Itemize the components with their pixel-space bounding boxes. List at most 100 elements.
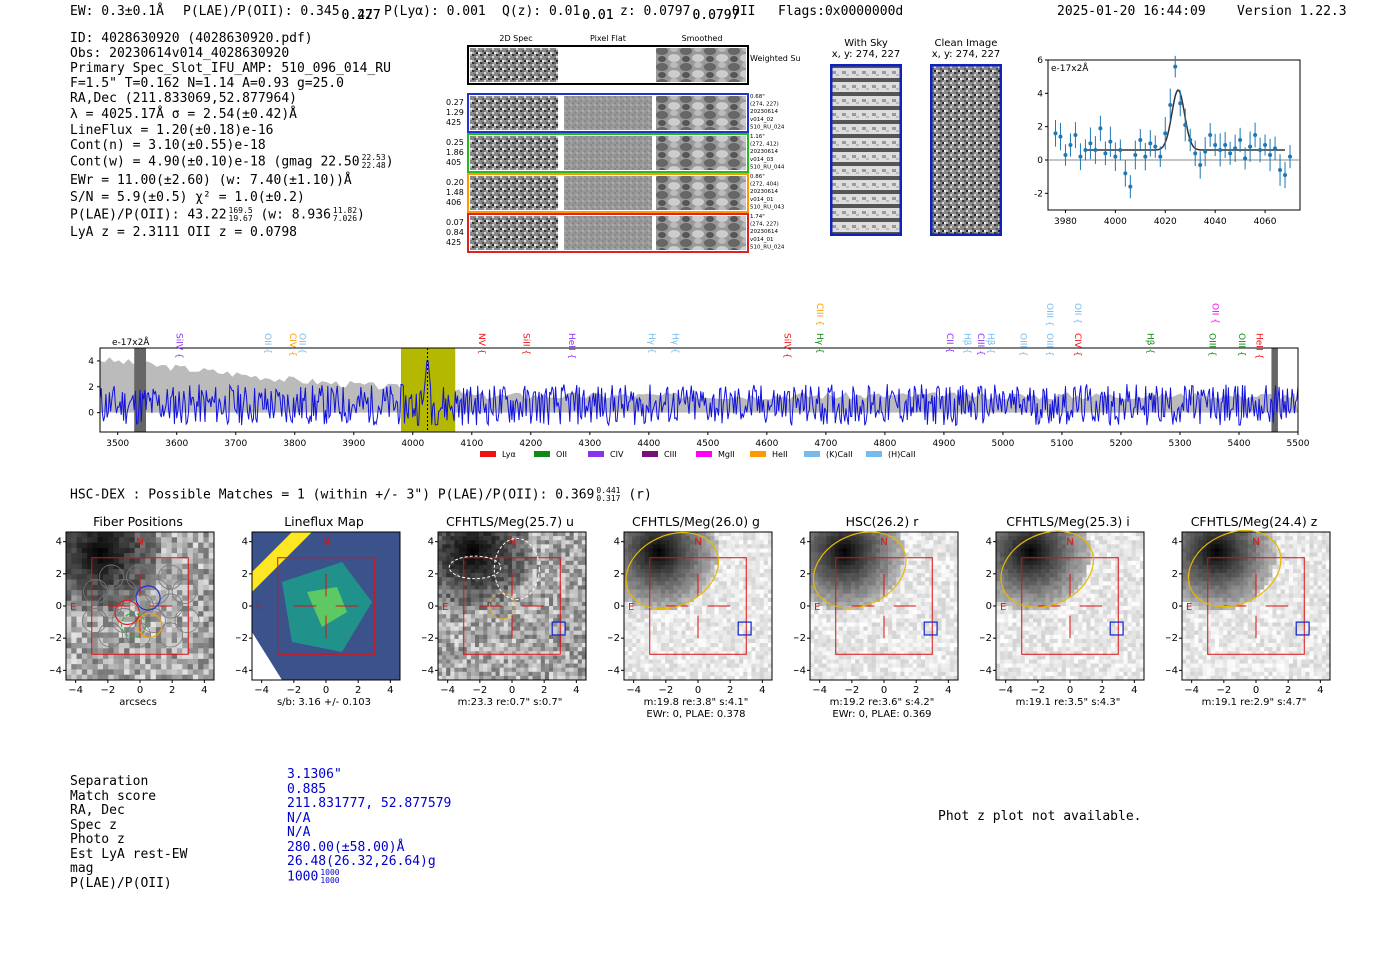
image-pixel (438, 536, 443, 541)
image-pixel (565, 589, 570, 594)
zoom-data-point (1183, 123, 1188, 127)
image-pixel (933, 655, 938, 660)
image-pixel (483, 671, 488, 677)
image-pixel (628, 651, 633, 656)
image-pixel (636, 536, 641, 541)
match-box (551, 621, 566, 636)
image-pixel (499, 581, 505, 586)
image-pixel (145, 611, 151, 617)
image-pixel (192, 658, 199, 665)
image-pixel (867, 540, 872, 545)
image-pixel (479, 634, 484, 640)
image-pixel (118, 643, 125, 649)
image-pixel (884, 651, 889, 656)
image-pixel (751, 606, 756, 611)
image-pixel (524, 663, 529, 668)
east-label: E (256, 602, 262, 613)
image-pixel (714, 556, 719, 562)
image-pixel (561, 573, 566, 578)
image-pixel (925, 606, 930, 611)
image-pixel (475, 564, 480, 570)
image-pixel (150, 542, 157, 549)
image-pixel (661, 532, 666, 537)
panel-xtick-label: 0 (509, 685, 515, 696)
image-pixel (466, 675, 472, 681)
image-pixel (937, 556, 942, 562)
spectrum-line-label: CII { (944, 333, 954, 353)
image-pixel (442, 675, 447, 681)
image-pixel (722, 560, 728, 566)
image-pixel (739, 573, 744, 578)
image-pixel (851, 667, 856, 673)
image-pixel (479, 630, 484, 636)
image-pixel (71, 590, 77, 596)
image-pixel (871, 610, 877, 615)
image-pixel (203, 627, 210, 633)
image-pixel (208, 632, 215, 639)
image-pixel (577, 540, 583, 545)
image-pixel (569, 634, 574, 640)
image-pixel (140, 542, 146, 549)
image-pixel (681, 606, 686, 611)
image-pixel (71, 658, 77, 665)
image-pixel (66, 621, 72, 628)
image-pixel (929, 573, 934, 578)
image-pixel (557, 540, 562, 545)
image-pixel (859, 532, 864, 537)
image-pixel (706, 671, 711, 677)
image-pixel (140, 537, 146, 543)
image-pixel (739, 544, 744, 549)
image-pixel (644, 573, 649, 578)
image-pixel (155, 584, 162, 591)
image-pixel (693, 626, 699, 631)
image-pixel (714, 610, 719, 615)
image-pixel (462, 614, 468, 619)
image-pixel (640, 618, 645, 623)
image-pixel (573, 593, 579, 599)
image-pixel (540, 589, 546, 594)
image-pixel (113, 616, 120, 623)
image-pixel (124, 616, 130, 623)
image-pixel (838, 606, 844, 611)
image-pixel (743, 638, 748, 644)
image-pixel (855, 655, 860, 660)
cutout-pixelflat (564, 96, 652, 130)
image-pixel (479, 667, 484, 673)
image-pixel (912, 663, 918, 668)
image-pixel (155, 621, 162, 628)
image-pixel (673, 626, 678, 631)
image-pixel (208, 579, 215, 586)
image-pixel (640, 601, 645, 607)
image-pixel (124, 595, 130, 602)
image-pixel (516, 663, 521, 668)
image-pixel (495, 552, 500, 557)
image-pixel (665, 597, 670, 603)
image-pixel (507, 626, 513, 631)
image-pixel (867, 659, 872, 664)
image-pixel (450, 560, 455, 566)
image-pixel (681, 655, 686, 660)
image-pixel (693, 655, 699, 660)
image-pixel (624, 564, 629, 570)
image-pixel (475, 556, 480, 562)
image-pixel (581, 585, 587, 590)
image-pixel (693, 540, 699, 545)
image-pixel (937, 540, 942, 545)
image-pixel (140, 558, 146, 565)
image-pixel (573, 577, 579, 582)
image-pixel (822, 544, 827, 549)
image-pixel (577, 536, 583, 541)
image-pixel (454, 564, 459, 570)
image-pixel (714, 585, 719, 590)
image-pixel (929, 622, 934, 627)
image-pixel (826, 548, 831, 553)
spectrum-legend-swatch (480, 451, 496, 457)
image-pixel (673, 622, 678, 627)
image-pixel (822, 573, 827, 578)
image-pixel (739, 643, 744, 648)
image-pixel (739, 540, 744, 545)
image-pixel (466, 552, 472, 557)
image-pixel (177, 621, 183, 628)
image-pixel (937, 647, 942, 652)
image-pixel (648, 667, 654, 673)
